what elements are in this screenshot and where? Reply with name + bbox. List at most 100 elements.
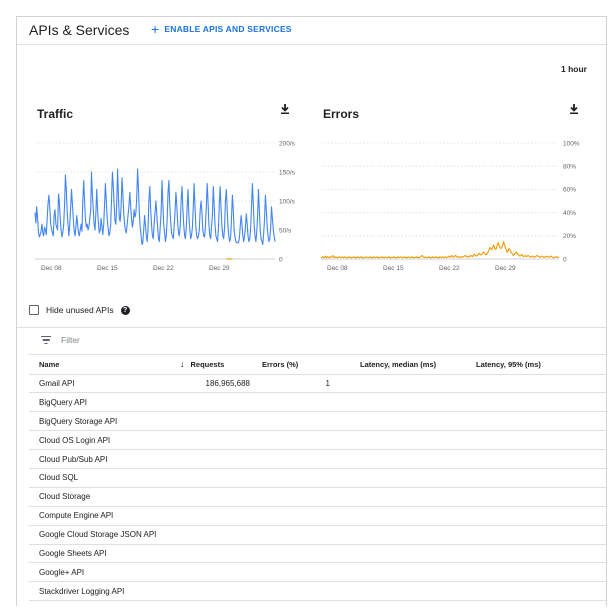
errors-cell [262, 392, 342, 413]
errors-cell [262, 487, 342, 507]
sort-arrow-down-icon: ↓ [180, 359, 185, 370]
table-row[interactable]: Gmail API 186,965,688 1 [29, 374, 607, 394]
latency-95-cell [458, 468, 607, 488]
table-header-row: Name ↓ Requests Errors (%) Latency, media… [29, 355, 607, 375]
table-row[interactable]: Compute Engine API [29, 506, 607, 526]
latency-95-cell [458, 449, 607, 469]
api-name-cell[interactable]: Google Cloud Storage JSON API [29, 525, 166, 545]
table-row[interactable]: Google Sheets API [29, 544, 607, 564]
latency-median-cell [342, 544, 458, 564]
y-tick-label: 100% [563, 140, 580, 147]
column-header-name[interactable]: Name [29, 355, 166, 375]
enable-apis-label: ENABLE APIS AND SERVICES [164, 24, 292, 34]
time-range-selector[interactable]: 1 hour [561, 64, 587, 74]
requests-cell [166, 525, 262, 545]
requests-cell [166, 487, 262, 507]
y-tick-label: 60% [563, 187, 576, 194]
divider [17, 327, 607, 328]
y-tick-label: 0 [563, 256, 567, 263]
filter-bar[interactable]: Filter [41, 335, 80, 345]
column-header-latency-median[interactable]: Latency, median (ms) [342, 355, 458, 375]
x-tick-label: Dec 22 [439, 265, 460, 272]
latency-95-cell [458, 581, 607, 602]
latency-95-cell [458, 392, 607, 413]
latency-median-cell [342, 392, 458, 413]
errors-chart: 100% 80% 60% 40% 20% 0 Dec 08 Dec 15 Dec 22 Dec 2… [320, 140, 580, 272]
y-tick-label: 50/s [279, 227, 292, 234]
latency-median-cell [342, 487, 458, 507]
filter-input[interactable]: Filter [61, 335, 80, 345]
errors-cell [262, 544, 342, 564]
x-tick-label: Dec 08 [327, 265, 348, 272]
errors-cell [262, 411, 342, 432]
errors-cell [262, 506, 342, 526]
traffic-chart-title: Traffic [37, 107, 74, 121]
api-name-cell[interactable]: Cloud Storage [29, 487, 166, 507]
table-row[interactable]: Google Cloud Storage JSON API [29, 525, 607, 545]
table-row[interactable]: Google+ API [29, 562, 607, 583]
y-tick-label: 80% [563, 164, 576, 171]
requests-cell: 186,965,688 [166, 374, 262, 394]
latency-95-cell [458, 487, 607, 507]
table-row[interactable]: BigQuery Storage API [29, 411, 607, 432]
divider [29, 354, 607, 355]
column-header-errors[interactable]: Errors (%) [262, 355, 342, 375]
api-name-cell[interactable]: BigQuery API [29, 392, 166, 413]
errors-cell: 1 [262, 374, 342, 394]
latency-95-cell [458, 374, 607, 394]
errors-cell [262, 468, 342, 488]
main-panel: APIs & Services + ENABLE APIS AND SERVIC… [16, 16, 607, 606]
requests-cell [166, 544, 262, 564]
apis-table: Name ↓ Requests Errors (%) Latency, media… [29, 355, 607, 602]
y-tick-label: 200/s [279, 140, 296, 147]
latency-median-cell [342, 468, 458, 488]
latency-median-cell [342, 525, 458, 545]
y-tick-label: 100/s [279, 198, 296, 205]
requests-cell [166, 392, 262, 413]
latency-95-cell [458, 430, 607, 451]
traffic-download-icon[interactable] [279, 103, 291, 115]
api-name-cell[interactable]: Compute Engine API [29, 506, 166, 526]
x-tick-label: Dec 15 [383, 265, 404, 272]
table-row[interactable]: BigQuery API [29, 392, 607, 413]
column-header-latency-95[interactable]: Latency, 95% (ms) [458, 355, 607, 375]
table-row[interactable]: Stackdriver Logging API [29, 581, 607, 602]
table-row[interactable]: Cloud SQL [29, 468, 607, 488]
requests-cell [166, 411, 262, 432]
series-line [320, 241, 560, 259]
plus-icon: + [151, 21, 160, 37]
api-name-cell[interactable]: Cloud SQL [29, 468, 166, 488]
x-tick-label: Dec 29 [209, 265, 230, 272]
hide-unused-checkbox[interactable] [29, 305, 39, 315]
panel-border [606, 16, 607, 606]
table-row[interactable]: Cloud Storage [29, 487, 607, 507]
errors-cell [262, 525, 342, 545]
series-line [34, 168, 276, 246]
requests-cell [166, 581, 262, 602]
latency-95-cell [458, 525, 607, 545]
enable-apis-button[interactable]: + ENABLE APIS AND SERVICES [151, 21, 292, 37]
help-icon[interactable]: ? [120, 305, 130, 315]
api-name-cell[interactable]: BigQuery Storage API [29, 411, 166, 432]
errors-chart-title: Errors [323, 107, 360, 121]
latency-median-cell [342, 374, 458, 394]
page-header: APIs & Services + ENABLE APIS AND SERVIC… [17, 17, 607, 45]
api-name-cell[interactable]: Google+ API [29, 562, 166, 583]
api-name-cell[interactable]: Cloud Pub/Sub API [29, 449, 166, 469]
errors-cell [262, 430, 342, 451]
api-name-cell[interactable]: Stackdriver Logging API [29, 581, 166, 602]
requests-cell [166, 562, 262, 583]
api-name-cell[interactable]: Cloud OS Login API [29, 430, 166, 451]
column-header-requests-label: Requests [190, 360, 225, 370]
x-tick-label: Dec 08 [41, 265, 62, 272]
api-name-cell[interactable]: Google Sheets API [29, 544, 166, 564]
table-row[interactable]: Cloud OS Login API [29, 430, 607, 451]
api-name-cell[interactable]: Gmail API [29, 374, 166, 394]
traffic-chart: 200/s 150/s 100/s 50/s 0 Dec 08 Dec 15 Dec 22 De… [34, 140, 296, 272]
latency-95-cell [458, 562, 607, 583]
filter-icon[interactable] [41, 336, 51, 344]
latency-95-cell [458, 544, 607, 564]
column-header-requests[interactable]: ↓ Requests [166, 355, 262, 375]
errors-download-icon[interactable] [568, 103, 580, 115]
table-row[interactable]: Cloud Pub/Sub API [29, 449, 607, 469]
